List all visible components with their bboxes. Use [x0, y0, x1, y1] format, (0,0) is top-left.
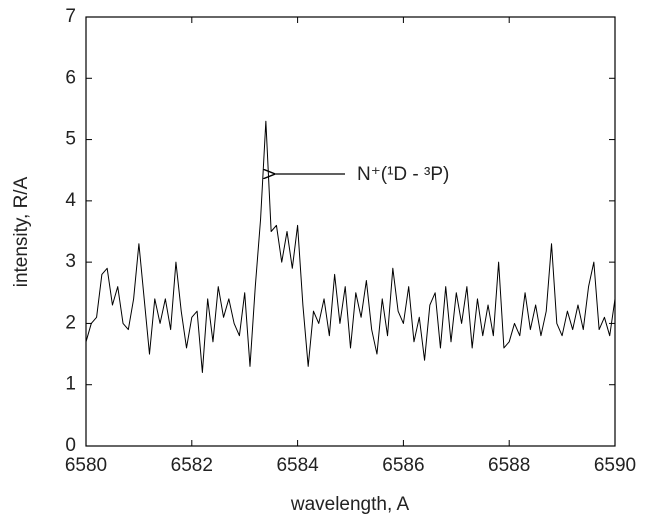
x-tick-label: 6582 — [171, 455, 213, 476]
y-tick-label: 0 — [65, 435, 76, 456]
x-tick-label: 6588 — [488, 455, 530, 476]
plot-frame — [85, 16, 616, 447]
y-tick-label: 1 — [65, 374, 76, 395]
annotation: N⁺(¹D - ³P) — [357, 164, 449, 185]
x-axis-label: wavelength, A — [290, 494, 410, 515]
y-tick-label: 5 — [65, 129, 76, 150]
y-tick-label: 7 — [65, 6, 76, 27]
x-tick-label: 6580 — [65, 455, 107, 476]
spectrum-line — [85, 120, 616, 373]
y-tick-label: 6 — [65, 67, 76, 88]
y-axis-label: intensity, R/A — [11, 176, 32, 287]
y-tick-label: 4 — [65, 190, 76, 211]
y-tick-label: 2 — [65, 312, 76, 333]
x-tick-label: 6586 — [382, 455, 424, 476]
y-tick-label: 3 — [65, 251, 76, 272]
x-tick-label: 6590 — [594, 455, 636, 476]
x-tick-label: 6584 — [276, 455, 319, 476]
